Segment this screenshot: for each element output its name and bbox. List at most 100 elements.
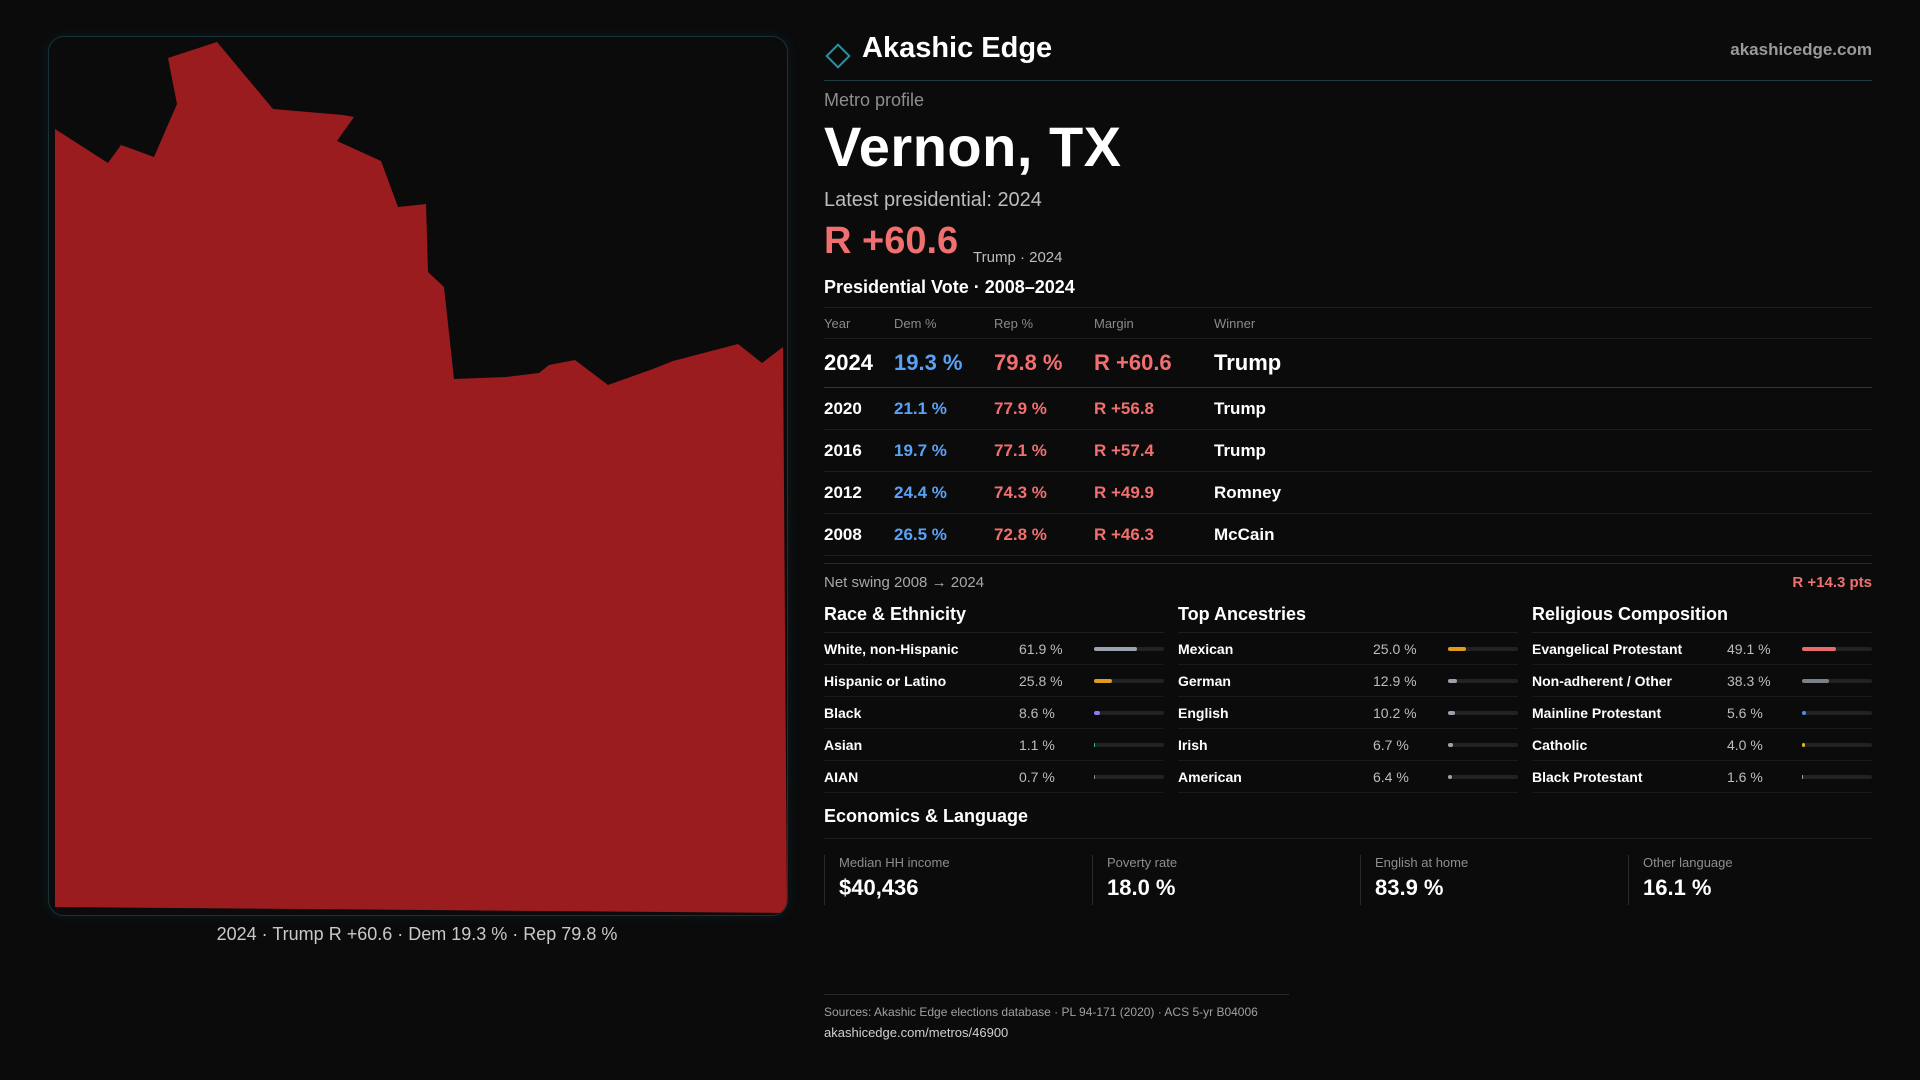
section-title: Race & Ethnicity [824,600,1164,633]
latest-presidential-label: Latest presidential: 2024 [824,189,1042,211]
item-label: Catholic [1532,737,1588,753]
economics-title: Economics & Language [824,806,1872,839]
stat-card: Median HH income $40,436 [824,855,1075,905]
page-title: Vernon, TX [824,115,1122,178]
item-label: Non-adherent / Other [1532,673,1673,689]
brand-header: Akashic Edge akashicedge.com [824,30,1872,81]
source-link[interactable]: akashicedge.com/metros/46900 [824,1025,1009,1040]
brand-url[interactable]: akashicedge.com [1730,40,1872,59]
net-swing: Net swing 2008 → 2024 R +14.3 pts [824,563,1872,600]
share-bar-fill [1448,679,1458,683]
item-value: 61.9 % [1019,641,1063,657]
stat-label: Other language [1643,855,1733,870]
row-winner: Trump [1214,398,1266,418]
share-bar-fill [1448,711,1456,715]
share-bar [1802,711,1872,715]
row-dem: 26.5 % [894,524,947,544]
share-bar [1094,647,1164,651]
item-label: English [1178,705,1229,721]
header-winner: Winner [1214,315,1256,331]
share-bar [1094,775,1164,779]
item-value: 6.7 % [1373,737,1409,753]
latest-margin-sub: Trump · 2024 [973,249,1063,266]
row-rep: 77.9 % [994,398,1047,418]
share-bar [1802,775,1872,779]
row-margin: R +49.9 [1094,482,1155,502]
row-rep: 72.8 % [994,524,1047,544]
share-bar [1448,647,1518,651]
list-item: White, non-Hispanic 61.9 % [824,633,1164,665]
share-bar-fill [1802,743,1805,747]
diamond-icon [825,43,851,69]
stat-value: 16.1 % [1643,875,1712,900]
item-value: 6.4 % [1373,769,1409,785]
list-item: Black Protestant 1.6 % [1532,761,1872,793]
item-label: AIAN [824,769,859,785]
share-bar [1802,647,1872,651]
item-value: 1.6 % [1727,769,1763,785]
item-label: Asian [824,737,863,753]
stat-card: Other language 16.1 % [1628,855,1879,905]
row-winner: McCain [1214,524,1275,544]
list-item: Black 8.6 % [824,697,1164,729]
header-rep: Rep % [994,315,1034,331]
table-row: 2020 21.1 % 77.9 % R +56.8 Trump [824,388,1872,430]
item-value: 0.7 % [1019,769,1055,785]
item-value: 8.6 % [1019,705,1055,721]
row-winner: Trump [1214,350,1282,375]
vote-table-header: Year Dem % Rep % Margin Winner [824,308,1872,339]
row-rep: 77.1 % [994,440,1047,460]
map-caption: 2024 · Trump R +60.6 · Dem 19.3 % · Rep … [216,924,618,944]
section-title: Top Ancestries [1178,600,1518,633]
share-bar [1802,679,1872,683]
item-label: White, non-Hispanic [824,641,959,657]
stat-label: Poverty rate [1107,855,1178,870]
net-swing-value: R +14.3 pts [1792,574,1872,591]
share-bar [1094,679,1164,683]
row-year: 2016 [824,440,862,460]
share-bar-fill [1094,679,1113,683]
share-bar [1448,679,1518,683]
share-bar [1448,711,1518,715]
share-bar-fill [1802,647,1837,651]
metro-shape-map [55,42,787,913]
item-label: Irish [1178,737,1208,753]
item-value: 38.3 % [1727,673,1771,689]
profile-panel: Akashic Edge akashicedge.com Metro profi… [824,0,1872,1080]
share-bar-fill [1448,743,1453,747]
sources-text: Sources: Akashic Edge elections database… [824,1005,1258,1019]
item-value: 25.0 % [1373,641,1417,657]
row-rep: 79.8 % [994,350,1063,375]
metro-boundary-shape[interactable] [55,42,787,913]
page-eyebrow: Metro profile [824,90,925,110]
item-label: Mexican [1178,641,1234,657]
list-item: English 10.2 % [1178,697,1518,729]
header-dem: Dem % [894,315,937,331]
table-row: 2012 24.4 % 74.3 % R +49.9 Romney [824,472,1872,514]
share-bar-fill [1094,775,1096,779]
row-margin: R +60.6 [1094,350,1172,375]
share-bar-fill [1802,711,1806,715]
item-value: 4.0 % [1727,737,1763,753]
item-value: 10.2 % [1373,705,1417,721]
row-dem: 19.7 % [894,440,947,460]
item-label: American [1178,769,1242,785]
item-label: German [1178,673,1231,689]
vote-table: Year Dem % Rep % Margin Winner 2024 19.3… [824,307,1872,556]
stat-value: $40,436 [839,875,919,900]
stat-label: Median HH income [839,855,950,870]
footer-sources: Sources: Akashic Edge elections database… [824,994,1289,1040]
share-bar-fill [1802,775,1804,779]
vote-table-title: Presidential Vote · 2008–2024 [824,277,1075,297]
share-bar-fill [1094,647,1138,651]
row-dem: 21.1 % [894,398,947,418]
share-bar [1094,711,1164,715]
stat-card: Poverty rate 18.0 % [1092,855,1343,905]
section-title: Religious Composition [1532,600,1872,633]
row-dem: 19.3 % [894,350,963,375]
item-label: Mainline Protestant [1532,705,1662,721]
share-bar [1802,743,1872,747]
list-item: Irish 6.7 % [1178,729,1518,761]
row-rep: 74.3 % [994,482,1047,502]
row-margin: R +57.4 [1094,440,1155,460]
